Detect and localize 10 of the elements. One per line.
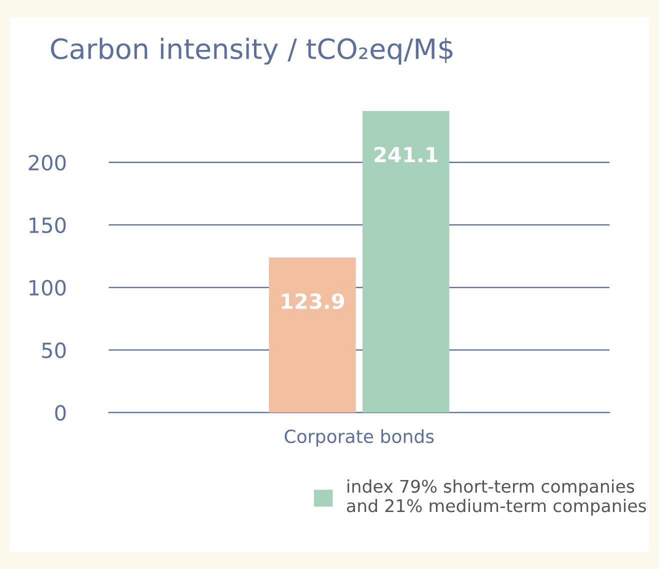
y-tick-label: 50 — [42, 342, 66, 358]
legend-label: index 79% short-term companies and 21% medium-term companies — [346, 479, 646, 516]
y-tick-label: 200 — [28, 154, 66, 171]
data-label: 123.9 — [282, 293, 344, 310]
y-tick-label: 100 — [30, 280, 66, 296]
chart-title: Carbon intensity / tCO₂eq/M$ — [50, 38, 452, 65]
data-label: 241.1 — [374, 146, 438, 162]
y-tick-label: 0 — [55, 404, 66, 421]
y-tick-label: 150 — [30, 217, 66, 234]
x-tick-label: Corporate bonds — [284, 429, 434, 447]
